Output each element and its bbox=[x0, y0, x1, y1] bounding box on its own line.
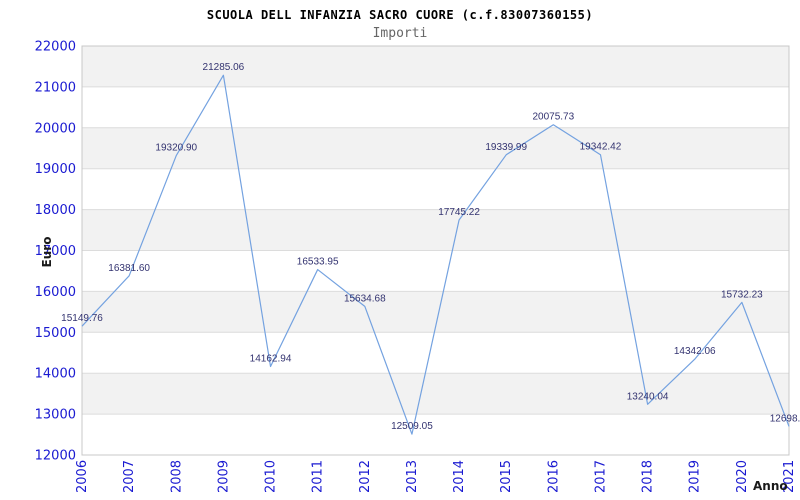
y-tick-label: 21000 bbox=[35, 80, 76, 95]
x-tick-label: 2011 bbox=[311, 460, 326, 493]
x-tick-label: 2018 bbox=[641, 460, 656, 493]
data-point-label: 15732.23 bbox=[721, 289, 763, 300]
data-point-label: 20075.73 bbox=[532, 112, 574, 123]
data-point-label: 19339.99 bbox=[485, 142, 527, 153]
x-tick-label: 2017 bbox=[593, 460, 608, 493]
x-axis-title: Anno bbox=[753, 479, 788, 493]
plot-band bbox=[82, 168, 789, 210]
plot-band bbox=[82, 373, 789, 415]
chart-title: SCUOLA DELL INFANZIA SACRO CUORE (c.f.83… bbox=[206, 8, 594, 22]
x-tick-label: 2008 bbox=[169, 460, 184, 493]
x-tick-label: 2016 bbox=[546, 460, 561, 493]
x-tick-label: 2019 bbox=[688, 460, 703, 493]
data-point-label: 21285.06 bbox=[203, 62, 245, 73]
plot-band bbox=[82, 46, 789, 87]
y-tick-label: 22000 bbox=[35, 40, 76, 55]
x-tick-label: 2012 bbox=[358, 460, 373, 493]
x-tick-label: 2015 bbox=[499, 460, 514, 493]
y-tick-label: 14000 bbox=[35, 367, 76, 382]
plot-band bbox=[82, 127, 789, 169]
y-tick-label: 19000 bbox=[35, 162, 76, 177]
plot-band bbox=[82, 414, 789, 455]
y-tick-label: 20000 bbox=[35, 121, 76, 136]
data-point-label: 13240.04 bbox=[627, 391, 669, 402]
y-tick-label: 18000 bbox=[35, 203, 76, 218]
y-tick-label: 13000 bbox=[35, 408, 76, 423]
plot-band bbox=[82, 250, 789, 292]
x-tick-label: 2013 bbox=[405, 460, 420, 493]
data-point-label: 19320.90 bbox=[155, 143, 197, 154]
plot-band bbox=[82, 209, 789, 251]
y-axis-title: Euro bbox=[40, 236, 54, 268]
data-point-label: 19342.42 bbox=[580, 142, 622, 153]
data-point-label: 15634.68 bbox=[344, 293, 386, 304]
data-point-label: 16533.95 bbox=[297, 257, 339, 268]
x-tick-label: 2006 bbox=[75, 460, 90, 493]
data-point-label: 15149.76 bbox=[61, 313, 103, 324]
y-tick-label: 12000 bbox=[35, 449, 76, 464]
data-line bbox=[81, 74, 790, 435]
data-point-label: 12509.05 bbox=[391, 421, 433, 432]
plot-band bbox=[82, 86, 789, 128]
x-tick-label: 2009 bbox=[216, 460, 231, 493]
data-point-label: 12698. bbox=[770, 413, 800, 424]
y-tick-label: 16000 bbox=[35, 285, 76, 300]
data-point-label: 14162.94 bbox=[250, 354, 292, 365]
y-tick-label: 15000 bbox=[35, 326, 76, 341]
data-point-label: 16381.60 bbox=[108, 263, 150, 274]
x-tick-label: 2007 bbox=[122, 460, 137, 493]
x-tick-label: 2010 bbox=[264, 460, 279, 493]
data-point-label: 17745.22 bbox=[438, 207, 480, 218]
y-tick-label: 17000 bbox=[35, 244, 76, 259]
x-tick-label: 2014 bbox=[452, 460, 467, 493]
plot-border bbox=[81, 45, 790, 456]
data-point-label: 14342.06 bbox=[674, 346, 716, 357]
x-tick-label: 2021 bbox=[782, 460, 797, 493]
chart-subtitle: Importi bbox=[372, 26, 428, 41]
x-tick-label: 2020 bbox=[735, 460, 750, 493]
plot-band bbox=[82, 332, 789, 374]
